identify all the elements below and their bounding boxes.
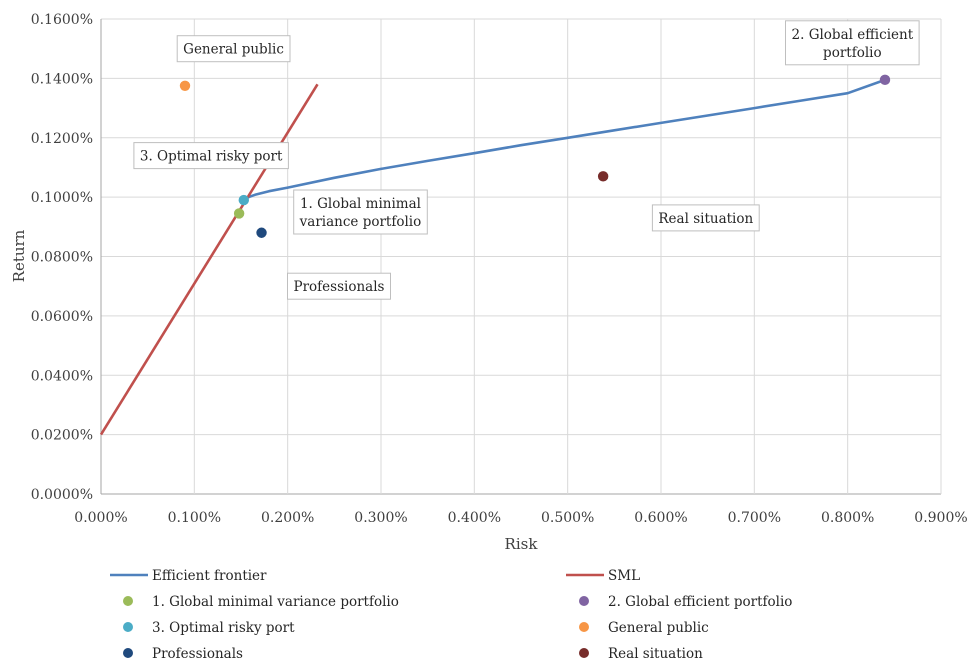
x-tick-label: 0.400% <box>448 510 501 526</box>
x-tick-label: 0.200% <box>261 510 314 526</box>
legend-item: Real situation <box>579 646 703 662</box>
annotation-label: 1. Global minimal variance portfolio <box>293 189 428 235</box>
data-point <box>233 208 245 219</box>
annotation-label: 2. Global efficient portfolio <box>785 20 920 66</box>
y-axis: 0.0000% 0.0200% 0.0400% 0.0600% 0.0800% 0.100… <box>31 12 93 503</box>
legend-label: Efficient frontier <box>152 568 267 584</box>
x-tick-label: 0.900% <box>914 510 967 526</box>
y-axis-title: Return <box>10 229 28 282</box>
x-axis-title: Risk <box>505 535 539 553</box>
annotation-text: portfolio <box>823 45 882 61</box>
y-tick-label: 0.1600% <box>31 12 93 28</box>
y-tick-label: 0.0600% <box>31 309 93 325</box>
annotations: General public 2. Global efficient portfol… <box>133 20 920 300</box>
legend-item: 1. Global minimal variance portfolio <box>123 594 399 610</box>
series-line-sml <box>99 83 319 436</box>
legend-item: Professionals <box>123 646 243 662</box>
annotation-label: General public <box>176 35 291 63</box>
annotation-text: 2. Global efficient <box>792 27 914 43</box>
y-tick-label: 0.1200% <box>31 131 93 147</box>
legend-label: Real situation <box>608 646 703 662</box>
annotation-text: 1. Global minimal <box>300 196 421 212</box>
legend-label: 3. Optimal risky port <box>152 620 295 636</box>
legend-marker-swatch <box>123 648 133 658</box>
annotation-box <box>287 272 391 300</box>
data-point <box>179 80 191 91</box>
legend-label: SML <box>608 568 640 584</box>
x-tick-label: 0.300% <box>354 510 407 526</box>
legend-item: General public <box>579 620 709 636</box>
annotation-box <box>651 204 760 232</box>
y-tick-label: 0.1400% <box>31 71 93 87</box>
legend-item: SML <box>566 568 640 584</box>
legend-label: 2. Global efficient portfolio <box>608 594 792 610</box>
annotation-text: 3. Optimal risky port <box>140 149 283 165</box>
grid <box>100 18 942 495</box>
data-point <box>597 171 609 182</box>
legend-label: General public <box>608 620 709 636</box>
annotation-label: 3. Optimal risky port <box>133 142 289 170</box>
legend-item: Efficient frontier <box>110 568 267 584</box>
legend-marker-swatch <box>579 648 589 658</box>
x-tick-label: 0.600% <box>634 510 687 526</box>
series-line-efficient-frontier <box>243 78 886 202</box>
y-tick-label: 0.0200% <box>31 428 93 444</box>
annotation-box <box>133 142 289 170</box>
legend-marker-swatch <box>579 596 589 606</box>
x-tick-label: 0.500% <box>541 510 594 526</box>
legend-marker-swatch <box>123 622 133 632</box>
annotation-label: Professionals <box>287 272 391 300</box>
y-tick-label: 0.0000% <box>31 487 93 503</box>
data-point <box>879 74 891 86</box>
y-tick-label: 0.0400% <box>31 368 93 384</box>
x-tick-label: 0.800% <box>821 510 874 526</box>
legend-item: 3. Optimal risky port <box>123 620 295 636</box>
legend-label: 1. Global minimal variance portfolio <box>152 594 399 610</box>
annotation-box <box>293 189 428 235</box>
x-tick-label: 0.700% <box>728 510 781 526</box>
legend-item: 2. Global efficient portfolio <box>579 594 792 610</box>
annotation-box <box>785 20 920 66</box>
y-tick-label: 0.1000% <box>31 190 93 206</box>
annotation-text: General public <box>183 42 284 58</box>
x-axis: 0.000% 0.100% 0.200% 0.300% 0.400% 0.500% 0.60… <box>74 510 967 526</box>
annotation-text: variance portfolio <box>299 214 422 230</box>
data-point <box>256 227 267 238</box>
legend-label: Professionals <box>152 646 243 662</box>
legend-marker-swatch <box>579 622 589 632</box>
annotation-label: Real situation <box>651 204 760 232</box>
data-point <box>238 194 249 206</box>
legend: Efficient frontier SML 1. Global minimal v… <box>110 568 792 662</box>
data-points <box>179 74 891 238</box>
x-tick-label: 0.100% <box>168 510 221 526</box>
x-tick-label: 0.000% <box>74 510 127 526</box>
series-lines <box>99 78 886 436</box>
annotation-text: Professionals <box>294 279 385 295</box>
annotation-box <box>176 35 291 63</box>
annotation-text: Real situation <box>658 211 753 227</box>
legend-marker-swatch <box>123 596 133 606</box>
y-tick-label: 0.0800% <box>31 250 93 266</box>
